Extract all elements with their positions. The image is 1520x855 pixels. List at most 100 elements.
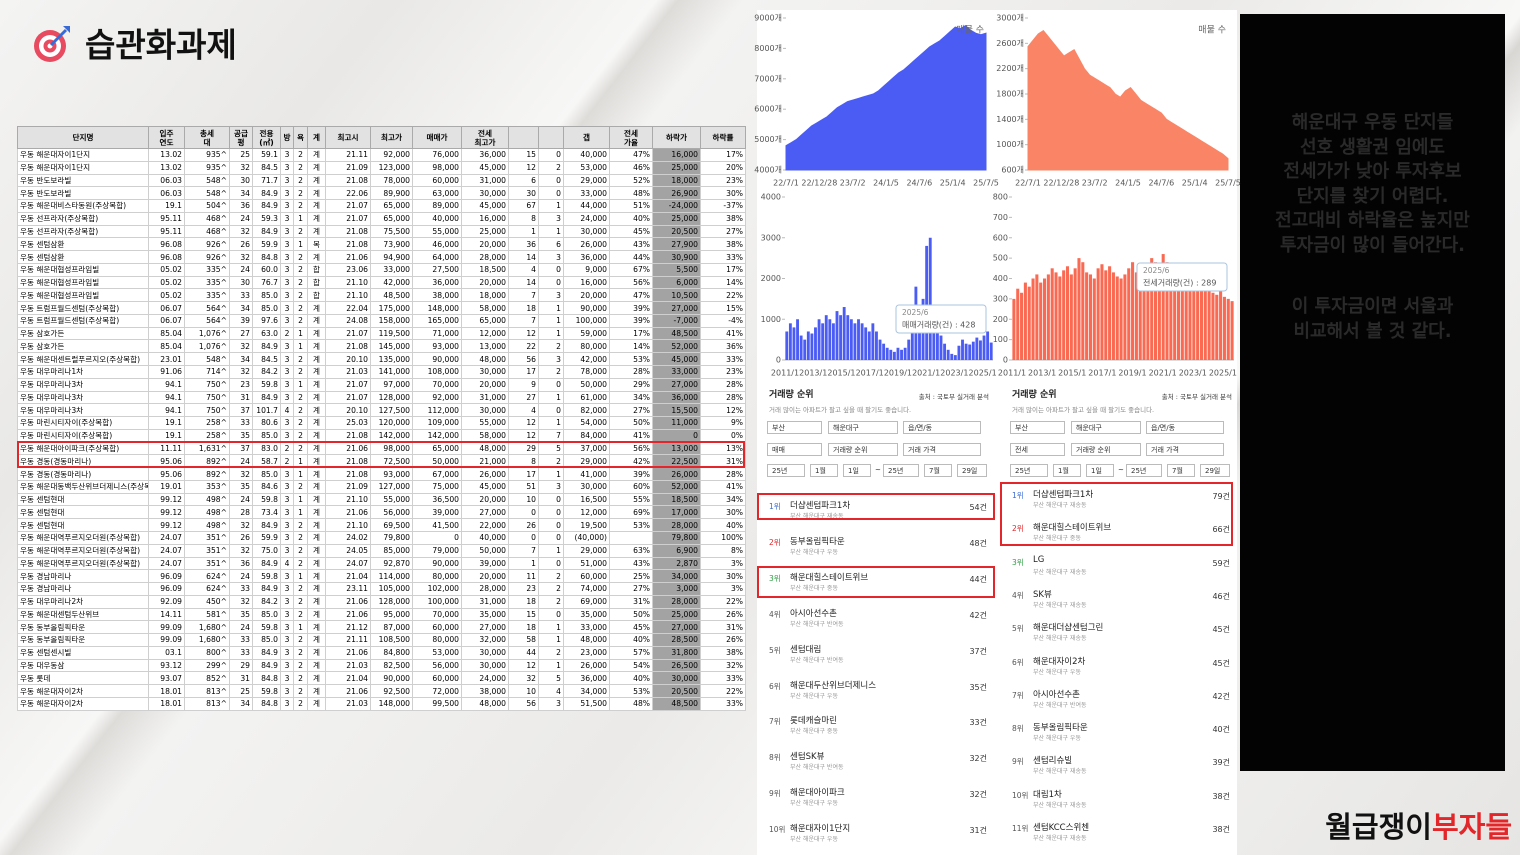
bar bbox=[1115, 276, 1119, 360]
cell: 79,800 bbox=[652, 530, 701, 545]
cell: 3,000 bbox=[652, 582, 701, 596]
cell: 36 bbox=[508, 237, 539, 252]
cell: 계 bbox=[307, 352, 326, 367]
y-tick-label: 2600개 bbox=[996, 38, 1024, 48]
cell: 3 bbox=[280, 505, 294, 520]
cell: 35 bbox=[229, 607, 253, 622]
cell: 102,000 bbox=[412, 582, 462, 596]
cell: 97.6 bbox=[252, 313, 281, 328]
cell: 36,000 bbox=[563, 671, 610, 686]
cell: 94,900 bbox=[370, 250, 413, 264]
cell: 30,000 bbox=[461, 658, 509, 673]
cell: 40% bbox=[700, 518, 746, 532]
cell: 14 bbox=[508, 250, 539, 264]
cell: 계 bbox=[307, 390, 326, 405]
cell: 468^ bbox=[184, 224, 230, 239]
bar bbox=[1100, 264, 1104, 360]
cell: 우동 센텀삼환 bbox=[17, 237, 149, 252]
cell: 2 bbox=[293, 365, 308, 379]
cell: 51,000 bbox=[563, 556, 610, 571]
bar bbox=[1069, 274, 1073, 360]
cell: 21.10 bbox=[325, 492, 371, 507]
cell: 1 bbox=[293, 505, 308, 520]
cell: 65,000 bbox=[370, 211, 413, 226]
cell: 31,000 bbox=[461, 390, 509, 405]
cell: 3 bbox=[280, 582, 294, 596]
cell: 15% bbox=[700, 301, 746, 315]
table-row: 우동 해운대동백두산위브더제니스(주상복합) 19.01 353^ 35 84.6 3 2 계… bbox=[17, 479, 746, 494]
cell: 119,500 bbox=[370, 326, 413, 341]
table-row: 우동 트럼프월드센텀(주상복합) 06.07 564^ 39 97.6 3 2 계 24.08 1… bbox=[17, 313, 746, 328]
cell: 145,000 bbox=[370, 339, 413, 354]
cell: 24,000 bbox=[563, 211, 610, 226]
cell: 17,000 bbox=[652, 505, 701, 520]
bar bbox=[1161, 254, 1165, 360]
cell: 21.06 bbox=[325, 505, 371, 520]
cell: 53% bbox=[609, 518, 653, 532]
cell: 45% bbox=[609, 224, 653, 239]
y-tick-label: 9000개 bbox=[754, 13, 782, 23]
ranking-source: 출처 : 국토부 실거래 분석 bbox=[918, 393, 989, 401]
cell: 18,000 bbox=[461, 288, 509, 303]
cell: 3 bbox=[280, 492, 294, 507]
cell: 24,000 bbox=[461, 671, 509, 686]
table-row: 우동 롯데 93.07 852^ 31 84.8 3 2 계 21.04 90,000 60,000… bbox=[17, 671, 746, 686]
cell: 28,000 bbox=[461, 250, 509, 264]
cell: 5,500 bbox=[652, 262, 701, 277]
logo: 월급쟁이부자들 bbox=[1325, 810, 1512, 844]
cell: 926^ bbox=[184, 237, 230, 252]
complex-name: 센텀대림 bbox=[790, 644, 822, 655]
cell: 84.9 bbox=[252, 186, 281, 201]
cell: 75.0 bbox=[252, 543, 281, 558]
cell: 1 bbox=[538, 390, 564, 405]
cell: 7 bbox=[508, 543, 539, 558]
bar bbox=[957, 345, 961, 360]
bar bbox=[971, 341, 975, 360]
cell: 30,000 bbox=[563, 224, 610, 239]
bar bbox=[1154, 262, 1158, 360]
cell: 45% bbox=[609, 620, 653, 635]
cell: 05.02 bbox=[148, 288, 185, 303]
x-tick-label: 24/7/6 bbox=[906, 179, 932, 188]
ranking-subtitle: 거래 많이는 아파트가 팔고 싶을 때 팔기도 좋습니다. bbox=[769, 406, 912, 414]
complex-name: 센텀KCC스위첸 bbox=[1033, 823, 1090, 833]
cell: 3 bbox=[280, 658, 294, 673]
cell: 17% bbox=[700, 262, 746, 277]
bar bbox=[1043, 278, 1047, 360]
bar bbox=[892, 351, 896, 360]
header-cell: 욕 bbox=[293, 126, 308, 149]
cell: 2 bbox=[293, 352, 308, 367]
table-row: 우동 센텀센시빌 03.1 800^ 33 84.9 3 2 계 21.06 84,800 53,0… bbox=[17, 645, 746, 660]
tooltip-date: 2025/6 bbox=[902, 308, 929, 317]
cell: 67,000 bbox=[412, 467, 462, 481]
bar bbox=[1192, 276, 1196, 360]
cell: 23.01 bbox=[148, 352, 185, 367]
cell: 우동 반도보라빌 bbox=[17, 186, 149, 201]
cell: 21.08 bbox=[325, 467, 371, 481]
note-line: 투자금이 많이 들어간다. bbox=[1280, 234, 1465, 256]
cell: 30,000 bbox=[461, 645, 509, 660]
cell: 0 bbox=[538, 377, 564, 392]
x-tick-label: 25/1/4 bbox=[940, 179, 966, 188]
cell: 18,000 bbox=[652, 173, 701, 188]
complex-location: 부산 해운대구 재송동 bbox=[1033, 835, 1087, 842]
cell: 30% bbox=[700, 505, 746, 520]
cell: 19.01 bbox=[148, 479, 185, 494]
cell: 105,000 bbox=[370, 582, 413, 596]
cell: 48,500 bbox=[370, 288, 413, 303]
cell: 99.12 bbox=[148, 518, 185, 532]
cell: 계 bbox=[307, 530, 326, 545]
cell: 84.2 bbox=[252, 594, 281, 609]
cell: 96.09 bbox=[148, 569, 185, 584]
table-row: 우동 해운대센트럴푸르지오(주상복합) 23.01 548^ 34 84.5 3 2 계 20.… bbox=[17, 352, 746, 367]
cell: 우동 해운대센텀두산위브 bbox=[17, 607, 149, 622]
cell: 계 bbox=[307, 479, 326, 494]
x-tick-label: 2019/1 bbox=[1118, 369, 1146, 378]
header-cell: 전세 가율 bbox=[609, 126, 653, 149]
cell: 21.06 bbox=[325, 250, 371, 264]
cell: 33 bbox=[229, 288, 253, 303]
cell: 84.8 bbox=[252, 696, 281, 711]
header-cell: 단지명 bbox=[17, 126, 149, 149]
cell: 1 bbox=[538, 301, 564, 315]
